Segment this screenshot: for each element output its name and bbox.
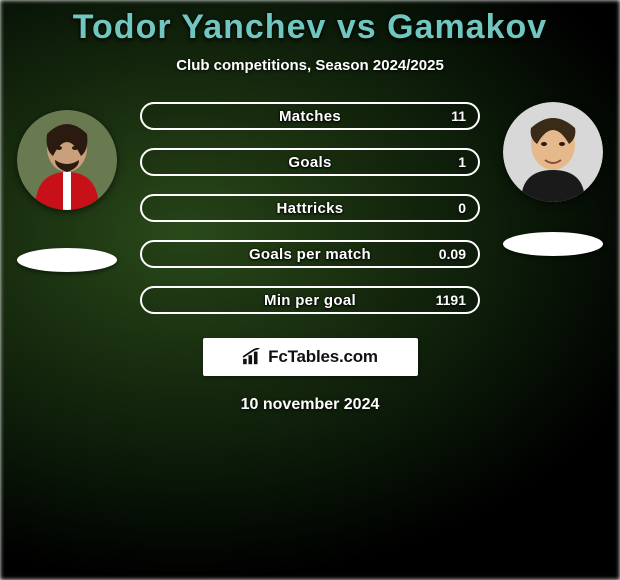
stat-right-value: 1 (458, 154, 466, 170)
chart-icon (242, 348, 264, 366)
stat-pill: Goals 1 (140, 148, 480, 176)
stat-right-value: 0.09 (439, 246, 466, 262)
page-title: Todor Yanchev vs Gamakov (73, 8, 547, 47)
player-left-column (12, 102, 122, 272)
stat-row: Goals per match 0.09 (140, 240, 480, 268)
player-left-badge (17, 248, 117, 272)
stat-row: Min per goal 1191 (140, 286, 480, 314)
player-right-avatar (503, 102, 603, 202)
stat-right-value: 1191 (436, 292, 466, 308)
stat-row: Goals 1 (140, 148, 480, 176)
stat-pill: Min per goal 1191 (140, 286, 480, 314)
date-text: 10 november 2024 (241, 396, 380, 414)
stat-label: Matches (279, 108, 341, 125)
stat-label: Goals per match (249, 246, 371, 263)
stat-pill: Hattricks 0 (140, 194, 480, 222)
avatar-placeholder-icon (503, 102, 603, 202)
player-right-column (498, 102, 608, 256)
stat-right-value: 0 (458, 200, 466, 216)
stats-list: Matches 11 Goals 1 Hattricks 0 (140, 102, 480, 314)
brand-text: FcTables.com (268, 347, 378, 367)
stat-pill: Goals per match 0.09 (140, 240, 480, 268)
stat-label: Goals (288, 154, 331, 171)
stat-label: Min per goal (264, 292, 356, 309)
brand-badge: FcTables.com (203, 338, 418, 376)
stat-right-value: 11 (451, 108, 466, 124)
comparison-card: Todor Yanchev vs Gamakov Club competitio… (0, 0, 620, 580)
player-left-avatar (17, 110, 117, 210)
player-right-badge (503, 232, 603, 256)
main-row: Matches 11 Goals 1 Hattricks 0 (0, 102, 620, 314)
page-subtitle: Club competitions, Season 2024/2025 (176, 57, 444, 74)
stat-row: Hattricks 0 (140, 194, 480, 222)
stat-row: Matches 11 (140, 102, 480, 130)
avatar-placeholder-icon (17, 110, 117, 210)
stat-pill: Matches 11 (140, 102, 480, 130)
stat-label: Hattricks (277, 200, 344, 217)
